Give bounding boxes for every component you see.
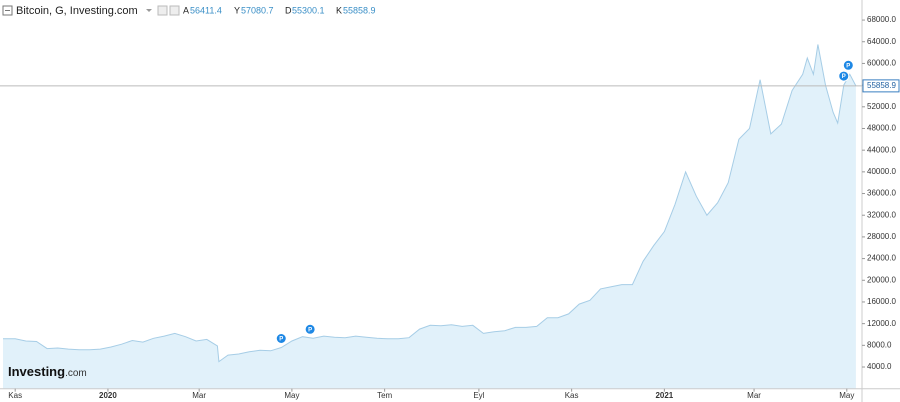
x-tick-label: Eyl	[473, 391, 484, 400]
event-label: P	[279, 337, 283, 343]
y-tick-label: 24000.0	[867, 254, 896, 263]
y-tick-label: 48000.0	[867, 124, 896, 133]
y-tick-label: 40000.0	[867, 167, 896, 176]
toggle-icon[interactable]	[157, 5, 168, 16]
logo-brand: Investing	[8, 364, 65, 379]
area-fill	[3, 44, 856, 389]
y-tick-label: 4000.0	[867, 362, 892, 371]
ohlc-value: 55300.1	[292, 5, 325, 15]
y-tick-label: 44000.0	[867, 145, 896, 154]
last-price-label: 55858.9	[867, 81, 896, 90]
ohlc-label: D	[285, 5, 292, 15]
y-tick-label: 60000.0	[867, 59, 896, 68]
event-marker[interactable]	[838, 70, 850, 82]
settings-icon[interactable]	[169, 5, 180, 16]
dropdown-icon[interactable]	[146, 9, 152, 12]
ohlc-value: 56411.4	[190, 5, 222, 15]
y-tick-label: 16000.0	[867, 297, 896, 306]
y-tick-label: 36000.0	[867, 189, 896, 198]
ohlc-label: Y	[234, 5, 240, 15]
event-marker[interactable]	[304, 323, 316, 335]
ohlc-legend: A 56411.4 Y 57080.7 D 55300.1 K 55858.9	[183, 5, 376, 15]
y-tick-label: 28000.0	[867, 232, 896, 241]
ohlc-label: K	[336, 5, 342, 15]
x-tick-label: Kas	[565, 391, 579, 400]
ohlc-value: 55858.9	[343, 5, 376, 15]
y-tick-label: 20000.0	[867, 275, 896, 284]
x-tick-label: 2020	[99, 391, 117, 400]
event-label: P	[308, 327, 312, 333]
event-marker[interactable]	[275, 332, 287, 344]
x-tick-label: May	[284, 391, 299, 400]
ohlc-label: A	[183, 5, 189, 15]
price-line	[3, 44, 857, 363]
y-tick-label: 68000.0	[867, 15, 896, 24]
y-tick-label: 8000.0	[867, 340, 892, 349]
y-tick-label: 32000.0	[867, 210, 896, 219]
logo-suffix: .com	[65, 368, 87, 379]
plot-area	[3, 44, 857, 389]
ohlc-value: 57080.7	[241, 5, 274, 15]
x-tick-label: Mar	[747, 391, 761, 400]
event-label: P	[842, 74, 846, 80]
event-marker[interactable]	[842, 59, 854, 71]
y-tick-label: 12000.0	[867, 319, 896, 328]
y-tick-label: 52000.0	[867, 102, 896, 111]
chart-title: Bitcoin, G, Investing.com	[16, 5, 138, 17]
x-tick-label: May	[839, 391, 854, 400]
y-tick-label: 64000.0	[867, 37, 896, 46]
last-price-box	[862, 79, 900, 93]
x-tick-label: Mar	[192, 391, 206, 400]
x-tick-label: Tem	[377, 391, 392, 400]
logo: Investing.com	[8, 364, 87, 379]
event-label: P	[846, 63, 850, 69]
x-tick-label: Kas	[8, 391, 22, 400]
x-tick-label: 2021	[655, 391, 673, 400]
